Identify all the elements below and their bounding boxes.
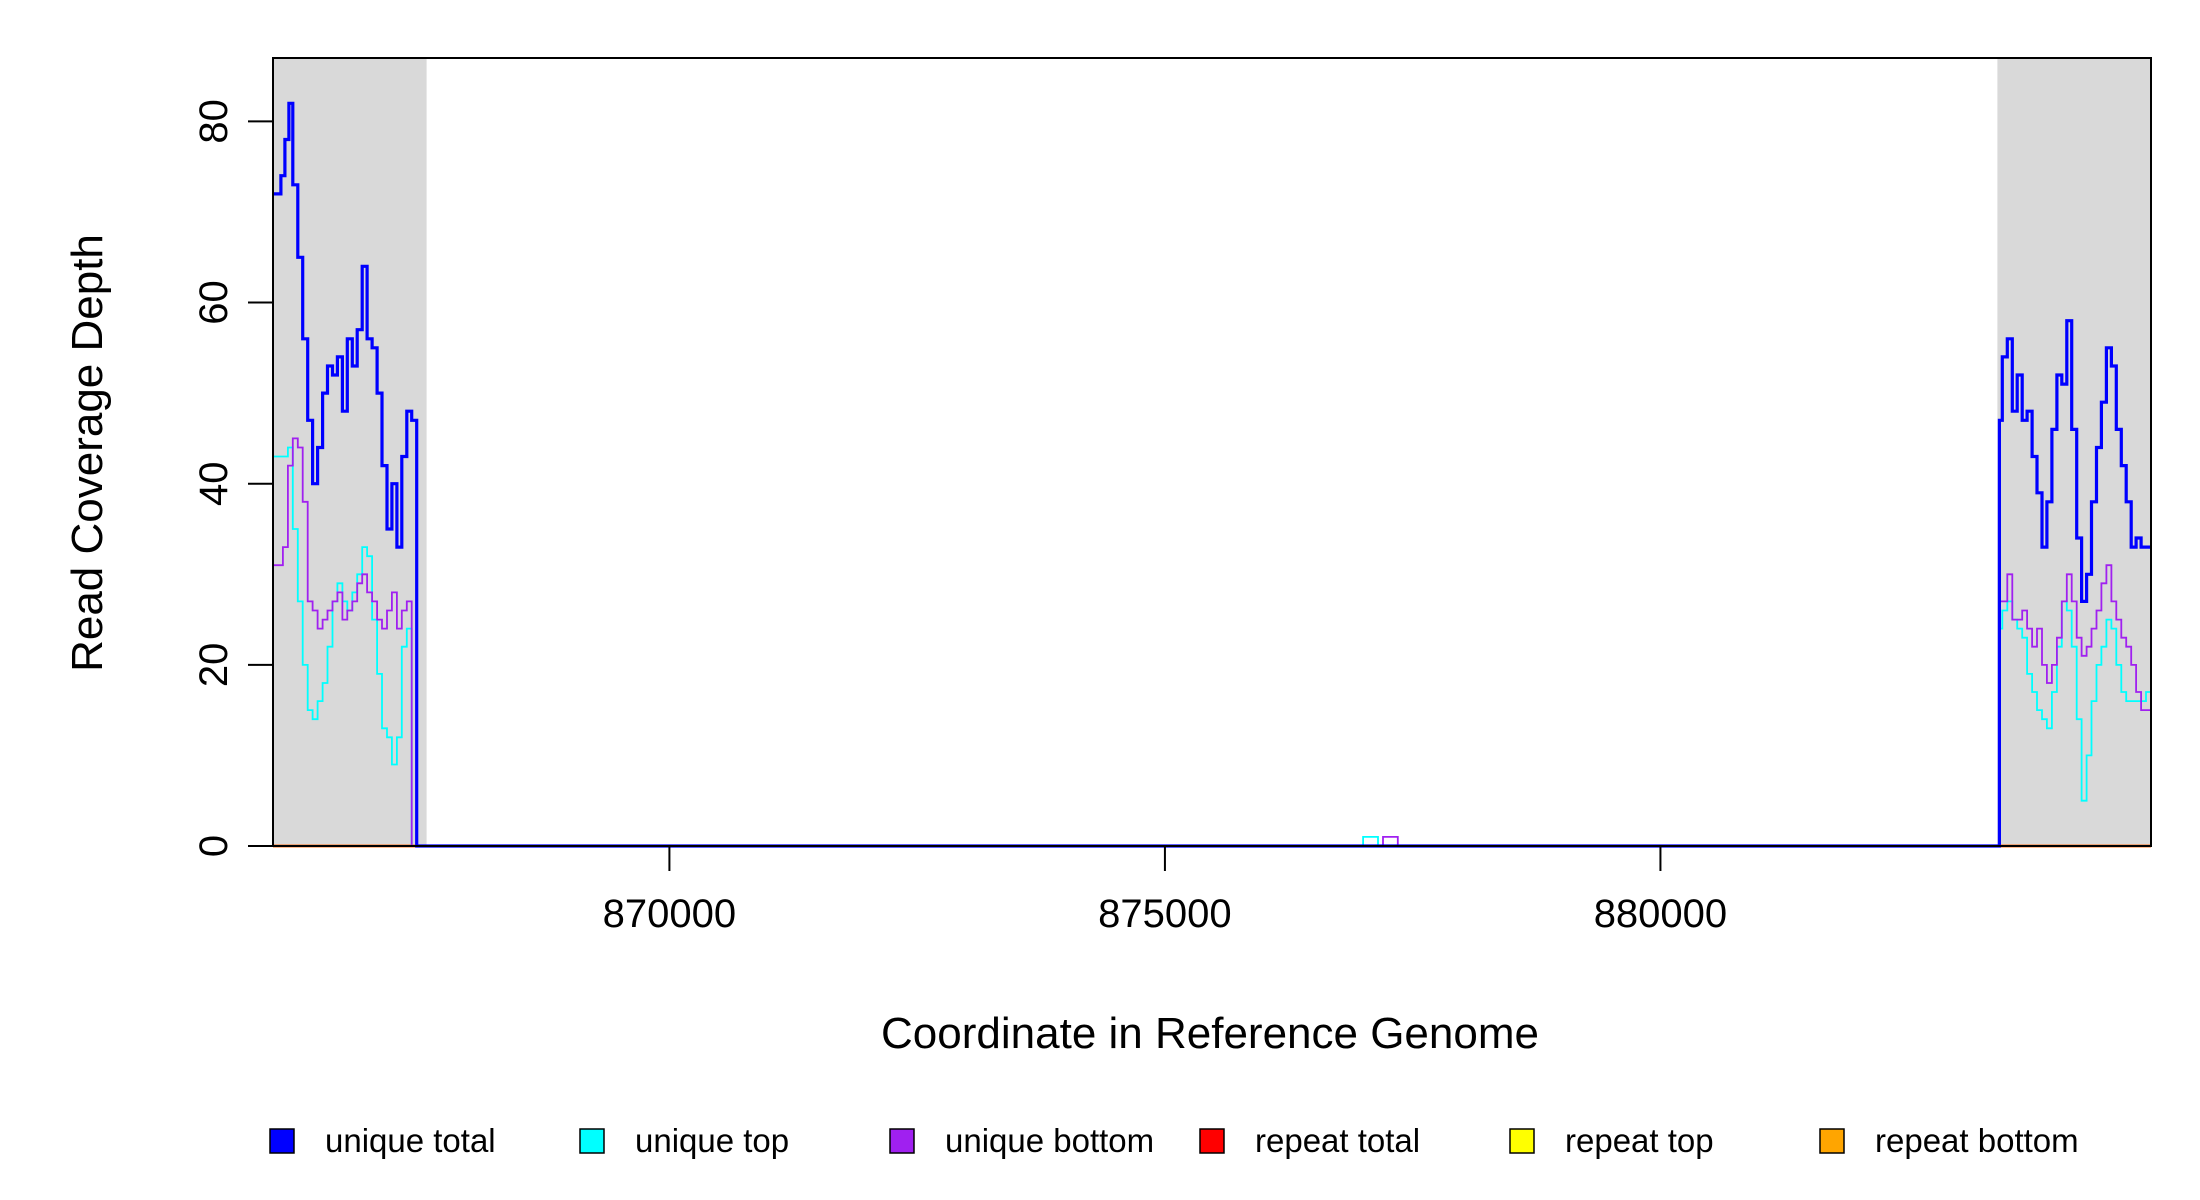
legend-label-3: repeat total [1255,1122,1420,1159]
y-tick-label-0: 0 [192,835,236,857]
legend-swatch-5 [1819,1128,1845,1154]
y-tick-label-4: 80 [192,99,236,144]
shaded-region-1 [1997,58,2151,846]
x-tick-label-2: 880000 [1594,892,1727,936]
x-axis-title: Coordinate in Reference Genome [881,1009,1539,1058]
legend-label-2: unique bottom [945,1122,1154,1159]
legend-label-1: unique top [635,1122,789,1159]
series-lines [273,101,2152,848]
legend-swatch-2 [889,1128,915,1154]
legend: unique total unique top unique bottom repea… [269,1122,2079,1159]
legend-swatch-1 [579,1128,605,1154]
legend-label-0: unique total [325,1122,496,1159]
legend-swatch-0 [269,1128,295,1154]
series-line-unique-top [273,446,2152,847]
shaded-regions [273,58,2151,846]
x-tick-label-1: 875000 [1098,892,1231,936]
y-tick-label-2: 40 [192,461,236,506]
y-tick-label-3: 60 [192,280,236,325]
x-axis: 870000 875000 880000 [603,846,1727,936]
legend-label-5: repeat bottom [1875,1122,2079,1159]
legend-label-4: repeat top [1565,1122,1714,1159]
series-line-unique-bottom [273,437,2151,847]
legend-swatch-4 [1509,1128,1535,1154]
series-line-unique-total [273,101,2151,848]
legend-swatch-3 [1199,1128,1225,1154]
y-tick-label-1: 20 [192,643,236,688]
y-axis: 0 20 40 60 80 [192,99,273,857]
plot-frame [272,57,2152,847]
y-axis-title: Read Coverage Depth [63,234,112,672]
x-tick-label-0: 870000 [603,892,736,936]
shaded-region-0 [273,58,427,846]
